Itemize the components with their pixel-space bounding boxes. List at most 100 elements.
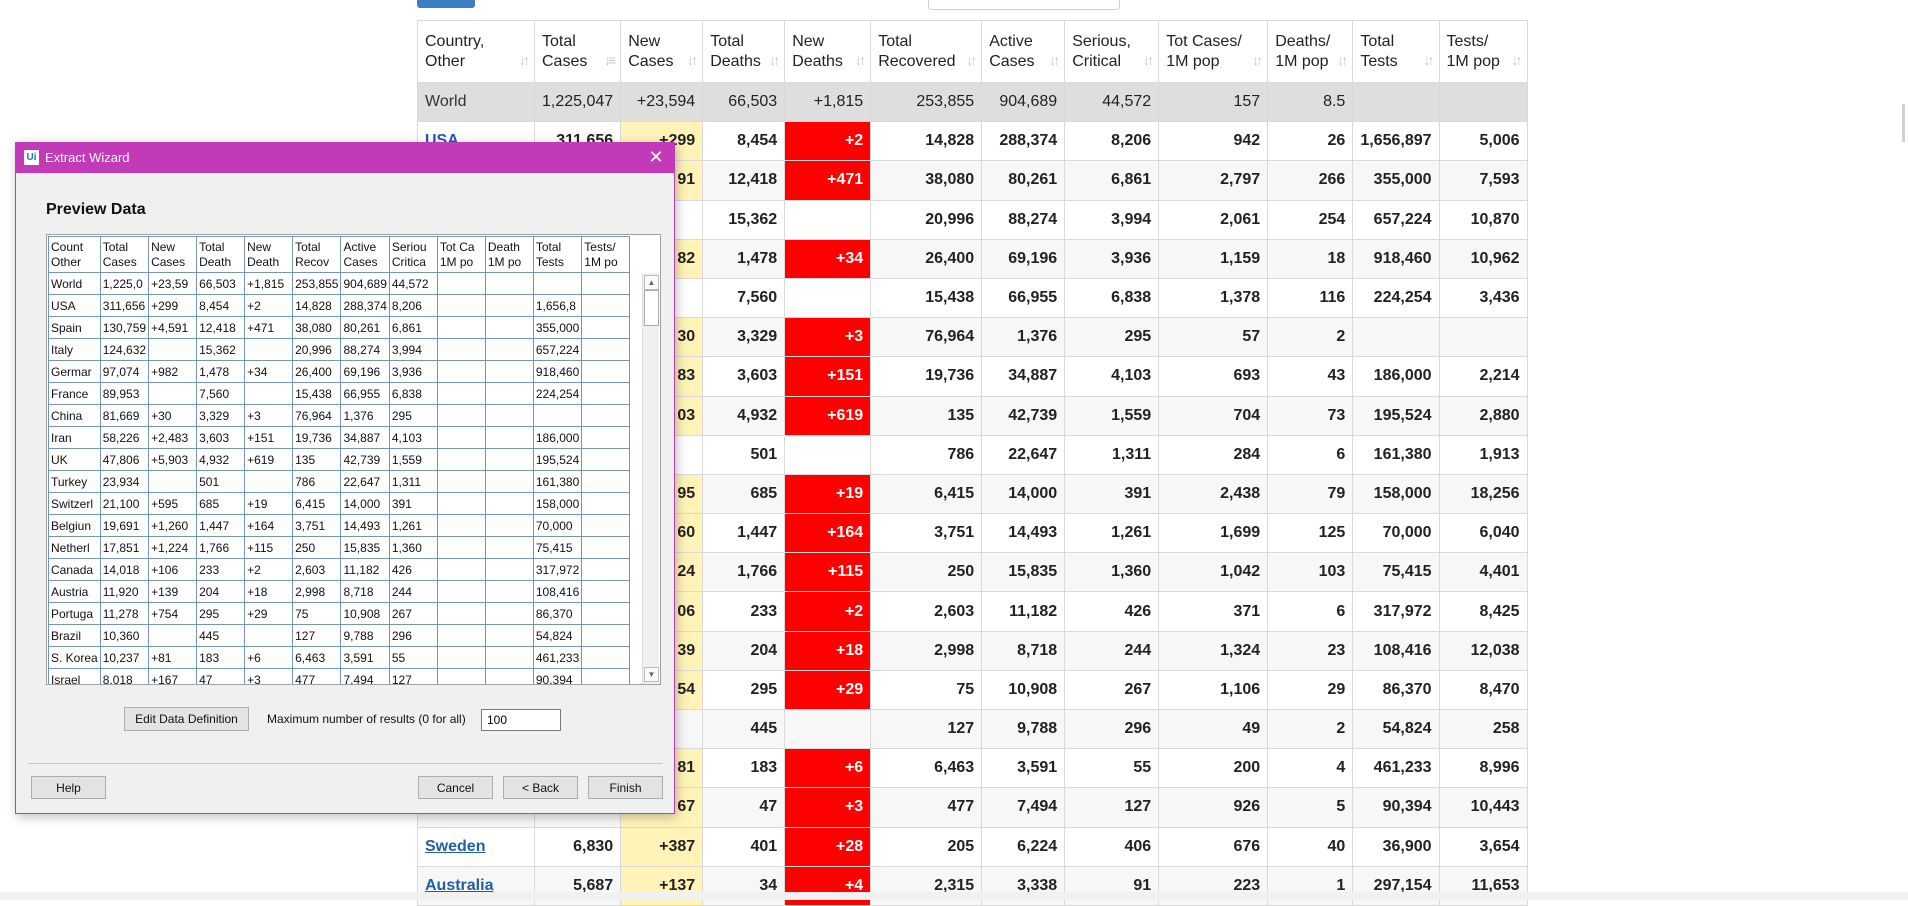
grid-cell: 20,996 <box>292 338 342 361</box>
table-cell: 3,994 <box>1064 199 1160 240</box>
table-cell: +29 <box>784 669 872 711</box>
table-cell: 2,998 <box>870 630 983 671</box>
sort-icon[interactable]: ↓↑ <box>1337 52 1348 68</box>
table-cell: 7,494 <box>981 787 1066 828</box>
country-link[interactable]: Sweden <box>425 837 486 855</box>
page-scrollbar-thumb[interactable] <box>1902 104 1905 142</box>
close-icon[interactable]: ✕ <box>648 147 664 167</box>
column-header[interactable]: Country, Other ↓↑ <box>417 20 535 83</box>
sort-icon[interactable]: ↓↑ <box>1049 52 1060 68</box>
table-cell: 3,936 <box>1064 238 1160 279</box>
grid-cell: 1,376 <box>340 404 390 427</box>
sort-icon[interactable]: ↓↑ <box>1252 52 1263 68</box>
table-cell: 205 <box>870 826 983 867</box>
grid-cell: 10,237 <box>99 646 150 669</box>
table-cell: 3,654 <box>1438 826 1528 867</box>
table-cell: 12,038 <box>1438 630 1528 671</box>
grid-cell: +5,903 <box>148 448 198 471</box>
table-cell: 9,788 <box>981 708 1066 750</box>
grid-cell: 21,100 <box>99 492 150 515</box>
grid-cell <box>581 382 631 405</box>
header-line: Cases <box>989 52 1035 70</box>
table-cell: 401 <box>702 826 786 867</box>
sort-icon[interactable]: ↓↑ <box>1511 52 1523 68</box>
table-cell: 1,478 <box>702 238 786 279</box>
sort-icon[interactable]: ↓↑ <box>769 52 780 68</box>
grid-cell: Netherl <box>48 536 101 559</box>
preview-data-grid[interactable]: Count Other Total Cases New Cases Total Death Ne… <box>46 234 661 685</box>
grid-cell <box>436 448 486 471</box>
sort-icon[interactable]: ↓↑ <box>687 52 698 68</box>
grid-cell <box>581 448 631 471</box>
grid-row: Netherl 17,851 +1,224 1,766 +115 250 15,835 1,3… <box>48 536 631 559</box>
header-line: Seriou <box>391 239 427 254</box>
dialog-title-bar[interactable]: Ui Extract Wizard ✕ <box>16 143 674 173</box>
back-button[interactable]: < Back <box>503 776 578 799</box>
table-cell: 2,438 <box>1158 473 1269 515</box>
grid-cell: 47,806 <box>99 448 150 471</box>
sort-icon[interactable]: ↓↑ <box>1143 52 1154 68</box>
column-header[interactable]: Serious, Critical ↓↑ <box>1064 20 1160 83</box>
scroll-thumb[interactable] <box>644 290 659 326</box>
scroll-up-icon[interactable]: ▲ <box>644 275 659 290</box>
grid-cell: UK <box>48 448 101 471</box>
sort-icon[interactable]: ↓↑ <box>966 52 977 68</box>
sort-icon[interactable]: ↓↑ <box>855 52 866 68</box>
web-top-button[interactable] <box>417 0 475 8</box>
table-cell: 942 <box>1158 121 1269 162</box>
grid-column-header: Total Cases <box>99 236 150 273</box>
horizontal-scrollbar[interactable] <box>0 892 1908 900</box>
grid-cell: 904,689 <box>340 272 390 295</box>
sort-icon[interactable]: ↓↑ <box>1423 52 1435 68</box>
column-header[interactable]: Deaths/1M pop ↓↑ <box>1267 20 1354 83</box>
cancel-button[interactable]: Cancel <box>418 776 493 799</box>
table-cell: 1,042 <box>1158 552 1269 593</box>
grid-cell <box>484 382 534 405</box>
grid-cell: 1,261 <box>388 514 438 537</box>
header-line: Critica <box>391 254 426 269</box>
table-cell: 426 <box>1064 591 1160 632</box>
grid-cell: 8,718 <box>340 580 390 603</box>
table-cell: 108,416 <box>1352 630 1440 671</box>
edit-data-definition-button[interactable]: Edit Data Definition <box>124 707 249 731</box>
table-cell: 3,751 <box>870 513 983 554</box>
table-cell: 57 <box>1158 317 1269 358</box>
column-header[interactable]: Tot Cases/1M pop ↓↑ <box>1158 20 1269 83</box>
grid-cell <box>581 646 631 669</box>
header-line: Total <box>710 32 744 50</box>
table-cell: 288,374 <box>981 121 1066 162</box>
max-results-input[interactable]: 100 <box>481 709 561 731</box>
table-cell: 1,376 <box>981 317 1066 358</box>
help-button[interactable]: Help <box>31 776 106 799</box>
grid-cell: 23,934 <box>99 470 150 493</box>
grid-cell: 445 <box>196 624 246 647</box>
column-header[interactable]: Total Cases ↓≡ <box>533 20 622 83</box>
column-header[interactable]: Total Recovered ↓↑ <box>870 20 983 83</box>
preview-scrollbar[interactable]: ▲ ▼ <box>642 273 659 684</box>
grid-cell: USA <box>48 294 101 317</box>
table-cell: 36,900 <box>1352 826 1440 867</box>
column-header[interactable]: Total Deaths ↓↑ <box>702 20 786 83</box>
grid-cell <box>581 558 631 581</box>
table-cell: +3 <box>784 317 872 358</box>
grid-cell <box>484 316 534 339</box>
web-search-input[interactable] <box>928 0 1120 10</box>
table-cell: 6,415 <box>870 473 983 515</box>
column-header[interactable]: New Cases ↓↑ <box>620 20 704 83</box>
finish-button[interactable]: Finish <box>588 776 663 799</box>
column-header[interactable]: Total Tests ↓↑ <box>1352 20 1440 83</box>
column-header[interactable]: Active Cases ↓↑ <box>981 20 1066 83</box>
scroll-down-icon[interactable]: ▼ <box>644 667 659 682</box>
column-header[interactable]: Tests/1M pop ↓↑ <box>1438 20 1528 83</box>
table-cell: 1,559 <box>1064 395 1160 436</box>
grid-cell: 10,908 <box>340 602 390 625</box>
sort-icon[interactable]: ↓≡ <box>604 52 616 68</box>
table-cell: 42,739 <box>981 395 1066 436</box>
grid-row: Austria 11,920 +139 204 +18 2,998 8,718 244 108,… <box>48 580 631 603</box>
table-cell: 253,855 <box>870 81 983 123</box>
sort-icon[interactable]: ↓↑ <box>519 52 530 68</box>
table-cell: 2,797 <box>1158 160 1269 201</box>
grid-cell: 76,964 <box>292 404 342 427</box>
country-link[interactable]: Australia <box>425 876 494 894</box>
column-header[interactable]: New Deaths ↓↑ <box>784 20 872 83</box>
